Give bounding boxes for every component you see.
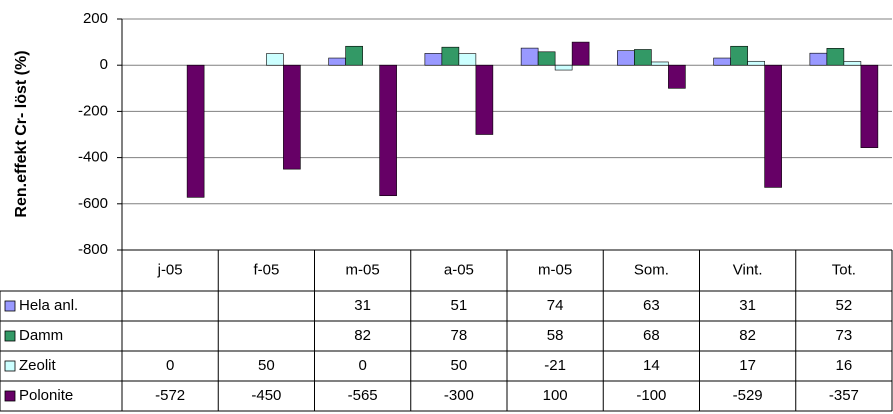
table-value: 16 [836, 357, 853, 374]
table-value: -357 [829, 387, 859, 404]
bar [458, 53, 477, 66]
y-axis-label: Ren.effekt Cr- löst (%) [13, 50, 30, 217]
y-tick-label: -600 [78, 195, 108, 212]
x-tick-label: Som. [634, 261, 669, 278]
bar [668, 64, 686, 89]
table-value: -529 [733, 387, 763, 404]
table-value: -300 [444, 387, 474, 404]
x-tick-label: a-05 [444, 261, 474, 278]
y-tick-label: -400 [78, 149, 108, 166]
legend-key [4, 300, 16, 312]
bar [186, 64, 205, 198]
bar [345, 45, 363, 66]
bar [328, 57, 346, 66]
table-value: 0 [166, 357, 174, 374]
bar [713, 57, 731, 66]
bar [537, 51, 556, 66]
table-value: 58 [547, 327, 564, 344]
table-value: -21 [544, 357, 566, 374]
bar [441, 46, 460, 66]
bar [826, 48, 845, 66]
bar [520, 47, 539, 66]
bar [747, 60, 765, 66]
y-tick-label: -800 [78, 241, 108, 258]
bar [764, 64, 782, 188]
bar [283, 64, 301, 170]
y-tick-label: 0 [100, 56, 108, 73]
table-value: 74 [547, 297, 564, 314]
table-value: 82 [354, 327, 371, 344]
table-value: 50 [451, 357, 468, 374]
y-tick-label: 200 [83, 10, 108, 27]
table-value: 17 [739, 357, 756, 374]
legend-label: Zeolit [19, 357, 57, 374]
bar [634, 49, 652, 66]
table-value: 68 [643, 327, 660, 344]
table-value: -572 [155, 387, 185, 404]
bar [266, 53, 284, 66]
legend-key [4, 330, 16, 342]
x-tick-label: m-05 [538, 261, 572, 278]
bar [730, 45, 748, 66]
x-tick-label: m-05 [346, 261, 380, 278]
bar [617, 50, 635, 66]
legend-label: Hela anl. [19, 297, 78, 314]
bar [379, 64, 397, 197]
legend-key [4, 390, 16, 402]
table-value: 82 [739, 327, 756, 344]
table-value: -450 [251, 387, 281, 404]
x-tick-label: Vint. [733, 261, 763, 278]
bar [475, 64, 494, 135]
bar [843, 61, 862, 66]
bar [651, 61, 669, 66]
table-value: 52 [836, 297, 853, 314]
table-value: 31 [354, 297, 371, 314]
table-value: 51 [451, 297, 468, 314]
table-value: -565 [348, 387, 378, 404]
table-value: 14 [643, 357, 660, 374]
bar [571, 41, 590, 66]
bar [860, 64, 879, 148]
table-value: 50 [258, 357, 275, 374]
table-value: 31 [739, 297, 756, 314]
y-tick-label: -200 [78, 102, 108, 119]
x-tick-label: j-05 [157, 261, 183, 278]
legend-label: Polonite [19, 387, 73, 404]
table-value: 78 [451, 327, 468, 344]
bar [809, 52, 828, 66]
bar [424, 53, 443, 66]
x-tick-label: f-05 [253, 261, 279, 278]
table-value: 73 [836, 327, 853, 344]
table-value: -100 [636, 387, 666, 404]
bar [554, 64, 573, 71]
table-value: 0 [358, 357, 366, 374]
x-tick-label: Tot. [832, 261, 856, 278]
table-value: 63 [643, 297, 660, 314]
table-value: 100 [543, 387, 568, 404]
legend-key [4, 360, 16, 372]
legend-label: Damm [19, 327, 63, 344]
